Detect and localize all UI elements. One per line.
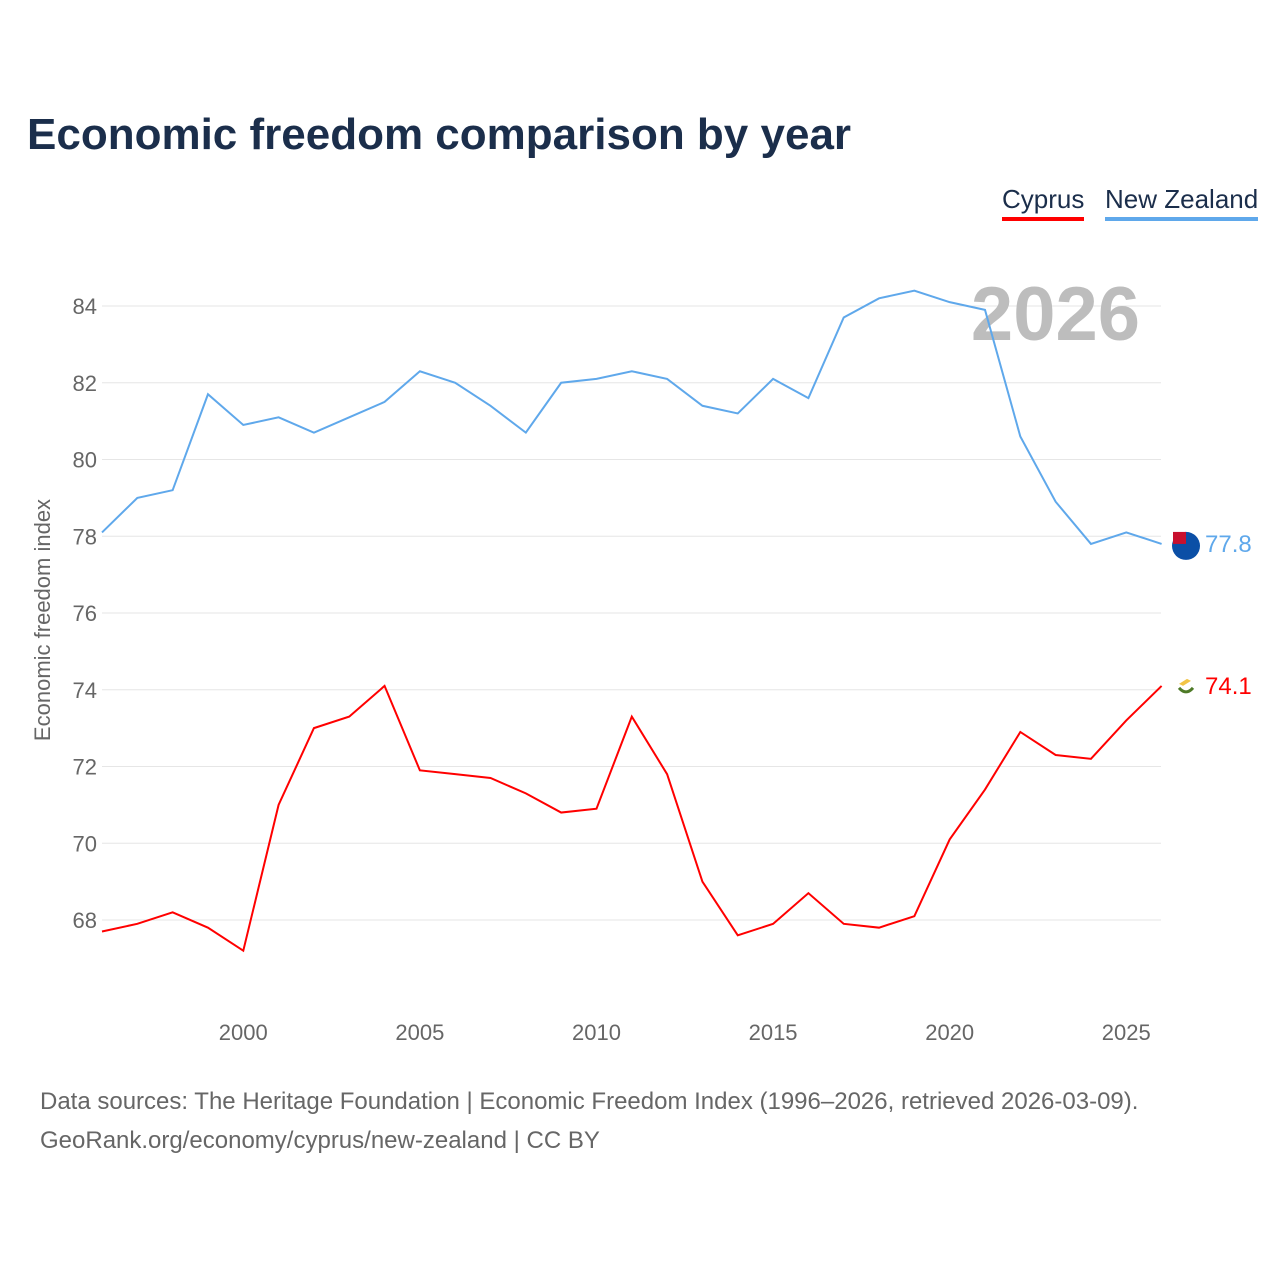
- data-point: [594, 806, 599, 811]
- footer-sources: Data sources: The Heritage Foundation | …: [40, 1088, 1139, 1115]
- chart-title: Economic freedom comparison by year: [27, 110, 852, 159]
- data-point: [1159, 683, 1164, 688]
- data-point: [170, 910, 175, 915]
- y-tick-label: 82: [73, 371, 97, 396]
- data-point: [735, 411, 740, 416]
- data-point: [347, 415, 352, 420]
- data-point: [841, 315, 846, 320]
- data-point: [241, 422, 246, 427]
- data-point: [311, 726, 316, 731]
- data-point: [1088, 541, 1093, 546]
- data-point: [1018, 729, 1023, 734]
- data-point: [983, 787, 988, 792]
- data-point: [1159, 541, 1164, 546]
- x-tick-label: 2000: [219, 1020, 268, 1045]
- data-point: [453, 380, 458, 385]
- x-tick-label: 2010: [572, 1020, 621, 1045]
- data-point: [841, 921, 846, 926]
- y-tick-label: 70: [73, 831, 97, 856]
- data-point: [877, 925, 882, 930]
- data-point: [665, 772, 670, 777]
- footer-credit: GeoRank.org/economy/cyprus/new-zealand |…: [40, 1127, 600, 1154]
- new-zealand-flag-icon: [1173, 531, 1186, 544]
- series-line-cyprus: [101, 684, 1163, 953]
- data-point: [100, 530, 105, 535]
- data-point: [700, 403, 705, 408]
- data-point: [417, 369, 422, 374]
- y-tick-label: 76: [73, 601, 97, 626]
- data-point: [523, 791, 528, 796]
- data-point: [276, 802, 281, 807]
- data-point: [1053, 499, 1058, 504]
- x-tick-label: 2015: [749, 1020, 798, 1045]
- data-point: [488, 403, 493, 408]
- data-point: [947, 837, 952, 842]
- x-tick-label: 2020: [925, 1020, 974, 1045]
- series-line-new-zealand: [101, 289, 1162, 546]
- data-point: [382, 399, 387, 404]
- data-point: [382, 683, 387, 688]
- data-point: [735, 933, 740, 938]
- y-tick-label: 80: [73, 448, 97, 473]
- year-watermark: 2026: [971, 272, 1140, 357]
- data-point: [629, 714, 634, 719]
- data-point: [135, 495, 140, 500]
- y-tick-label: 84: [73, 294, 97, 319]
- data-point: [276, 415, 281, 420]
- data-point: [912, 914, 917, 919]
- y-tick-label: 78: [73, 524, 97, 549]
- data-point: [983, 307, 988, 312]
- data-point: [665, 376, 670, 381]
- data-point: [417, 768, 422, 773]
- data-point: [806, 396, 811, 401]
- data-point: [1053, 752, 1058, 757]
- data-point: [877, 296, 882, 301]
- end-value-label: 77.8: [1205, 531, 1252, 558]
- data-point: [559, 810, 564, 815]
- data-point: [1124, 530, 1129, 535]
- data-point: [559, 380, 564, 385]
- data-point: [947, 300, 952, 305]
- data-point: [205, 392, 210, 397]
- data-point: [135, 921, 140, 926]
- data-point: [488, 776, 493, 781]
- data-point: [1018, 434, 1023, 439]
- data-point: [1088, 756, 1093, 761]
- data-point: [1124, 718, 1129, 723]
- y-tick-label: 72: [73, 755, 97, 780]
- data-point: [594, 376, 599, 381]
- data-point: [311, 430, 316, 435]
- cyprus-flag-icon: [1172, 671, 1200, 700]
- data-point: [771, 376, 776, 381]
- data-point: [100, 929, 105, 934]
- data-point: [700, 879, 705, 884]
- data-point: [347, 714, 352, 719]
- x-tick-label: 2025: [1102, 1020, 1151, 1045]
- legend-new-zealand[interactable]: New Zealand: [1105, 184, 1259, 221]
- data-point: [205, 925, 210, 930]
- data-point: [912, 288, 917, 293]
- data-point: [806, 891, 811, 896]
- y-axis-label: Economic freedom index: [30, 499, 55, 741]
- y-tick-label: 68: [73, 908, 97, 933]
- cyprus-flag-icon: [1179, 678, 1191, 686]
- data-point: [523, 430, 528, 435]
- data-point: [629, 369, 634, 374]
- x-tick-label: 2005: [395, 1020, 444, 1045]
- data-point: [771, 921, 776, 926]
- y-tick-label: 74: [73, 678, 97, 703]
- data-point: [170, 488, 175, 493]
- data-point: [241, 948, 246, 953]
- data-point: [453, 772, 458, 777]
- legend-cyprus[interactable]: Cyprus: [1002, 184, 1085, 221]
- end-value-label: 74.1: [1205, 673, 1252, 700]
- cyprus-flag-icon: [1177, 686, 1195, 694]
